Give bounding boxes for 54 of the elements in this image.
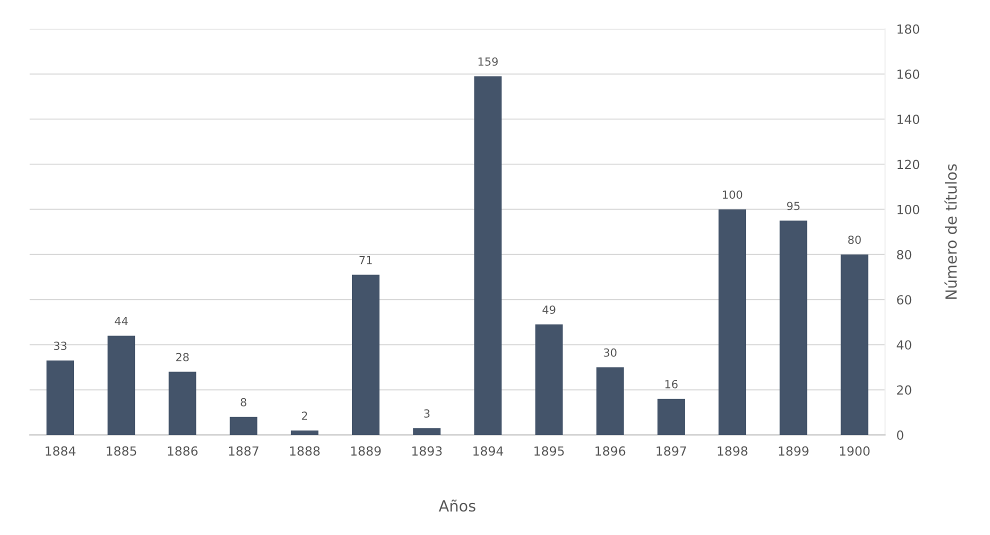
x-tick-label: 1893 bbox=[412, 446, 442, 456]
y-tick-label: 20 bbox=[897, 385, 912, 395]
data-label: 49 bbox=[542, 306, 556, 314]
x-tick-label: 1888 bbox=[290, 446, 320, 456]
y-tick-label: 100 bbox=[898, 204, 920, 214]
bar bbox=[413, 428, 441, 435]
data-label: 3 bbox=[424, 409, 430, 418]
data-label: 28 bbox=[176, 352, 189, 362]
x-tick-label: 1900 bbox=[840, 446, 870, 456]
bar bbox=[596, 367, 624, 435]
x-tick-label: 1898 bbox=[718, 446, 748, 456]
x-tick-label: 1886 bbox=[168, 446, 198, 456]
bar bbox=[718, 209, 746, 435]
x-tick-label: 1889 bbox=[351, 446, 381, 456]
x-tick-label: 1884 bbox=[46, 446, 76, 456]
y-axis-title: Número de títulos bbox=[944, 164, 957, 299]
y-tick-label: 140 bbox=[898, 114, 920, 124]
data-label: 100 bbox=[722, 190, 742, 199]
data-label: 8 bbox=[240, 398, 246, 406]
y-tick-label: 40 bbox=[896, 340, 912, 350]
data-label: 16 bbox=[665, 380, 678, 388]
data-label: 30 bbox=[604, 348, 616, 357]
bar bbox=[657, 398, 685, 435]
data-label: 2 bbox=[302, 412, 308, 420]
data-label: 80 bbox=[848, 236, 861, 244]
x-tick-label: 1885 bbox=[106, 446, 136, 456]
bar bbox=[290, 430, 318, 435]
y-tick-label: 0 bbox=[896, 430, 904, 440]
data-label: 159 bbox=[478, 57, 498, 66]
data-label: 95 bbox=[787, 202, 800, 210]
y-tick-label: 180 bbox=[898, 24, 920, 34]
x-tick-label: 1895 bbox=[534, 446, 564, 456]
x-axis-title: Años bbox=[438, 500, 476, 512]
bar bbox=[168, 372, 196, 435]
bar bbox=[840, 254, 868, 435]
data-label: 33 bbox=[54, 342, 66, 350]
y-tick-label: 160 bbox=[898, 69, 920, 79]
x-tick-label: 1897 bbox=[656, 446, 686, 456]
y-tick-label: 120 bbox=[898, 160, 920, 170]
data-label: 44 bbox=[114, 316, 128, 326]
bar bbox=[108, 336, 136, 435]
bar bbox=[535, 324, 563, 435]
y-tick-label: 60 bbox=[897, 295, 912, 305]
bar bbox=[230, 416, 258, 435]
bar bbox=[780, 220, 808, 435]
x-tick-label: 1887 bbox=[229, 446, 258, 456]
data-label: 71 bbox=[360, 256, 372, 264]
bar bbox=[46, 360, 74, 435]
x-tick-label: 1899 bbox=[778, 446, 808, 456]
y-tick-label: 80 bbox=[897, 250, 912, 260]
x-tick-label: 1896 bbox=[596, 446, 626, 456]
bar bbox=[474, 76, 502, 435]
bar bbox=[352, 274, 380, 435]
x-tick-label: 1894 bbox=[473, 446, 504, 456]
